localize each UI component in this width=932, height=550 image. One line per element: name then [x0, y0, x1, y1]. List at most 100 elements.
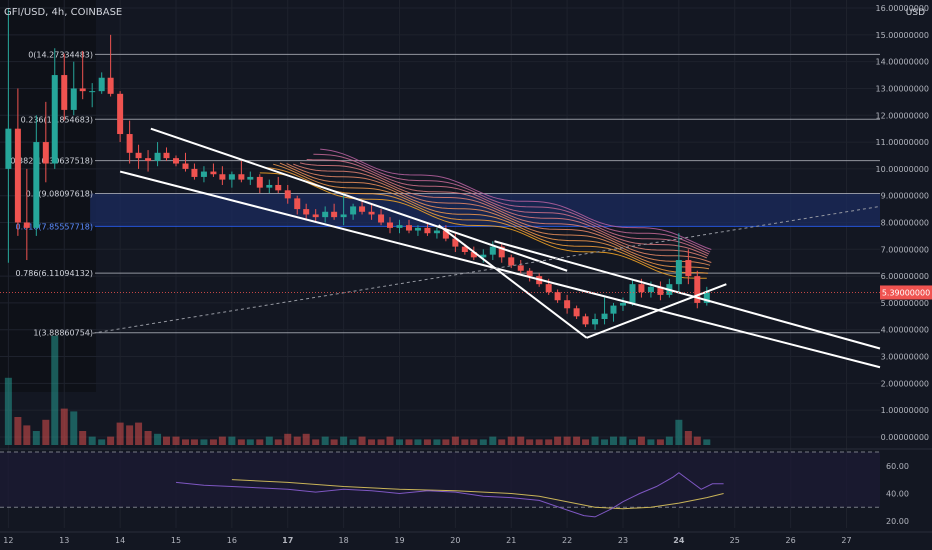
candle-body — [266, 184, 273, 188]
volume-bar — [293, 436, 301, 445]
volume-bar — [703, 439, 711, 445]
volume-bar — [684, 431, 692, 445]
volume-bar — [163, 436, 171, 445]
volume-bar — [51, 335, 59, 445]
volume-bar — [172, 436, 180, 445]
candle-body — [405, 225, 412, 231]
trendline — [150, 127, 568, 272]
fib-label: 0(14.27334483) — [28, 50, 93, 59]
candle-body — [414, 227, 421, 231]
volume-bar — [573, 436, 581, 445]
rsi-band — [0, 452, 880, 508]
last-price-box — [880, 285, 932, 300]
volume-bar — [609, 436, 617, 445]
candle-body — [647, 286, 654, 293]
candle-body — [526, 270, 533, 277]
ribbon-line — [266, 167, 708, 274]
rsi-tick-label: 40.00 — [886, 489, 909, 498]
candle-body — [294, 198, 301, 210]
price-tick-label: 10.00000000 — [876, 165, 929, 174]
candle-body — [359, 206, 366, 212]
fib-zone-rect — [90, 193, 881, 227]
price-tick-label: 5.00000000 — [881, 299, 929, 308]
volume-bar — [256, 439, 264, 445]
candle-body — [107, 77, 114, 94]
ribbon-line — [320, 148, 712, 250]
volume-bar — [498, 439, 506, 445]
volume-bar — [190, 439, 198, 445]
time-tick-label: 18 — [339, 536, 349, 545]
candle-body — [191, 168, 198, 177]
time-tick-label: 13 — [59, 536, 69, 545]
time-tick-label: 24 — [673, 536, 685, 545]
time-tick-label: 17 — [282, 536, 293, 545]
candle-body — [275, 184, 282, 191]
candle-body — [51, 75, 58, 164]
volume-bar — [302, 433, 310, 445]
candle-body — [554, 292, 561, 301]
fib-label: 1(3.88860754) — [33, 329, 93, 338]
trendlines[interactable] — [80, 127, 881, 369]
volume-bar — [32, 431, 40, 445]
candle-body — [694, 276, 701, 303]
volume-bar — [340, 436, 348, 445]
volume-bar — [405, 439, 413, 445]
candle-body — [303, 209, 310, 215]
volume-bar — [479, 439, 487, 445]
volume-bar — [246, 439, 254, 445]
volume-bar — [545, 439, 553, 445]
volume-bar — [209, 439, 217, 445]
candle-body — [489, 246, 496, 255]
candle-body — [33, 142, 40, 228]
candle-body — [498, 246, 505, 258]
ribbon-line — [259, 172, 707, 279]
volume-bar — [423, 439, 431, 445]
price-tick-label: 2.00000000 — [881, 379, 929, 388]
volume-bar — [582, 439, 590, 445]
price-tick-label: 11.00000000 — [876, 138, 929, 147]
ribbon-line — [286, 163, 712, 263]
trendline — [437, 224, 588, 339]
fib-label: 0.5(9.08097618) — [26, 190, 93, 199]
volume-bars — [4, 335, 711, 445]
candle-body — [256, 176, 263, 188]
time-tick-label: 20 — [450, 536, 460, 545]
candle-body — [61, 75, 68, 110]
candle-body — [703, 292, 710, 303]
volume-bar — [591, 436, 599, 445]
candle-body — [89, 91, 96, 93]
volume-bar — [88, 436, 96, 445]
candle-body — [238, 174, 245, 180]
volume-bar — [358, 436, 366, 445]
volume-bar — [675, 419, 683, 445]
volume-bar — [218, 436, 226, 445]
candle-body — [638, 284, 645, 293]
volume-bar — [526, 439, 534, 445]
fib-retracement[interactable]: 0(14.27334483)0.236(11.854683)0.382(10.3… — [10, 50, 880, 338]
candle-body — [480, 254, 487, 258]
price-tick-label: 15.00000000 — [876, 31, 929, 40]
volume-bar — [284, 433, 292, 445]
time-tick-label: 21 — [506, 536, 516, 545]
volume-bar — [433, 439, 441, 445]
volume-bar — [14, 417, 22, 445]
volume-bar — [489, 436, 497, 445]
volume-bar — [70, 411, 78, 445]
fib-label: 0.382(10.30637518) — [10, 157, 93, 166]
price-axis[interactable]: 16.00000000 15.00000000 14.00000000 13.0000… — [876, 4, 929, 442]
last-price-tag: 5.39000000 — [0, 285, 932, 300]
price-tick-label: 16.00000000 — [876, 4, 929, 13]
time-tick-label: 15 — [171, 536, 181, 545]
volume-bar — [349, 439, 357, 445]
trendline — [119, 170, 881, 369]
ribbon-line — [279, 162, 711, 266]
time-tick-label: 16 — [227, 536, 237, 545]
volume-bar — [517, 436, 525, 445]
candle-body — [396, 225, 403, 228]
time-tick-label: 22 — [562, 536, 572, 545]
time-axis[interactable]: 12 13 14 15 16 17 18 19 20 21 22 23 24 25 26 27 — [0, 531, 932, 545]
price-tick-label: 1.00000000 — [881, 406, 929, 415]
volume-bar — [693, 436, 701, 445]
candle-body — [610, 305, 617, 314]
